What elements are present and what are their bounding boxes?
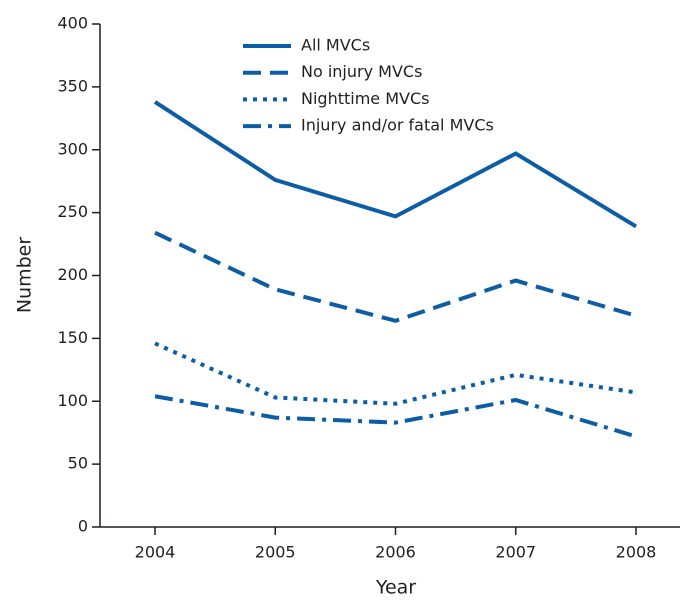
x-tick-label: 2008 [616, 543, 657, 562]
x-tick-label: 2004 [135, 543, 176, 562]
y-tick-label: 350 [57, 76, 88, 95]
series-line [154, 341, 637, 406]
legend-label: No injury MVCs [301, 62, 422, 81]
x-axis-label: Year [375, 577, 416, 599]
legend-label: Injury and/or fatal MVCs [301, 116, 494, 135]
legend-label: Nighttime MVCs [301, 89, 429, 108]
series-line [153, 100, 638, 229]
y-tick-label: 0 [78, 517, 88, 536]
y-tick-label: 50 [68, 454, 88, 473]
series-line [154, 394, 637, 439]
series-line [154, 230, 637, 323]
x-tick-label: 2005 [255, 543, 296, 562]
y-tick-label: 100 [57, 391, 88, 410]
legend-label: All MVCs [301, 36, 370, 55]
y-tick-label: 250 [57, 202, 88, 221]
x-tick-label: 2007 [495, 543, 536, 562]
y-tick-label: 300 [57, 139, 88, 158]
y-axis-label: Number [14, 237, 36, 314]
y-tick-label: 400 [57, 14, 88, 33]
y-tick-label: 200 [57, 265, 88, 284]
x-tick-label: 2006 [375, 543, 416, 562]
y-tick-label: 150 [57, 328, 88, 347]
